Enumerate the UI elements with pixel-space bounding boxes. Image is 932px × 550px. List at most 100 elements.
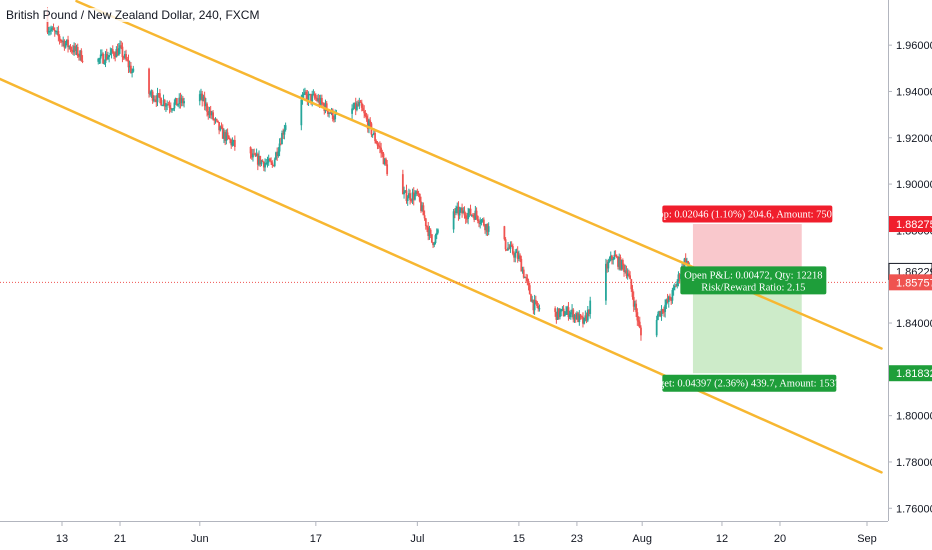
time-tick-label: 23	[571, 533, 583, 545]
candle-body	[555, 311, 558, 320]
price-badge-value: 1.88275	[896, 219, 932, 231]
candle-body	[47, 31, 50, 33]
candle-body	[223, 131, 225, 139]
candle-body	[484, 225, 486, 231]
stop-zone[interactable]	[692, 224, 802, 272]
candle-body	[505, 249, 508, 251]
candle-body	[655, 320, 658, 336]
candle-body	[208, 110, 211, 116]
candle-body	[333, 119, 335, 121]
candle-body	[661, 309, 664, 312]
candle-body	[65, 39, 68, 44]
candle-body	[676, 281, 679, 287]
candle-body	[479, 222, 482, 224]
candle-body	[111, 49, 114, 53]
candle-body	[531, 299, 534, 302]
candle-body	[221, 127, 224, 139]
candle-body	[409, 193, 412, 201]
candle-body	[281, 133, 283, 145]
time-axis[interactable]: 13 21 Jun 17 Jul 15 23 Aug 12 20 Sep	[56, 521, 877, 545]
candle-body	[69, 46, 72, 50]
candle-body	[481, 219, 484, 221]
stop-label-box	[662, 205, 833, 223]
candle-body	[666, 299, 669, 303]
candle-body	[410, 200, 413, 202]
candle-body	[608, 259, 611, 262]
candle-body	[432, 242, 434, 246]
candle-body	[618, 257, 621, 267]
position-zones[interactable]	[692, 224, 802, 374]
candle-body	[412, 192, 415, 200]
candle-body	[50, 29, 53, 31]
candle-body	[455, 208, 457, 214]
candle-body	[62, 40, 65, 42]
candle-body	[207, 111, 210, 116]
candle-body	[268, 158, 271, 162]
candle-body	[283, 129, 286, 135]
candle-body	[327, 110, 329, 114]
candle-body	[475, 210, 478, 217]
candle-body	[154, 99, 156, 101]
candle-body	[109, 52, 112, 56]
candle-body	[572, 309, 575, 320]
candle-body	[528, 285, 531, 295]
candle-body	[172, 108, 175, 110]
candle-body	[670, 300, 673, 302]
candle-body	[334, 113, 337, 120]
candle-body	[51, 27, 54, 30]
candle-body	[435, 232, 438, 236]
channel-line-lower[interactable]	[0, 77, 883, 474]
candle-body	[453, 211, 456, 214]
price-tick-label: 1.76000	[896, 503, 932, 515]
candle-body	[313, 93, 316, 98]
candle-body	[67, 39, 69, 48]
candle-body	[456, 206, 459, 209]
candle-body	[526, 278, 529, 282]
candle-body	[152, 99, 155, 101]
candle-body	[416, 191, 419, 194]
candle-body	[463, 210, 466, 216]
candle-body	[485, 223, 488, 231]
candle-body	[165, 105, 167, 107]
candle-body	[656, 314, 659, 321]
candle-body	[98, 58, 101, 60]
candle-body	[625, 270, 628, 277]
candle-body	[264, 163, 266, 168]
candle-body	[513, 253, 515, 258]
candle-body	[161, 105, 164, 107]
candle-body	[266, 162, 269, 164]
candle-body	[380, 147, 382, 153]
candle-body	[364, 113, 367, 117]
candle-body	[556, 308, 559, 320]
candle-body	[149, 93, 152, 95]
candle-body	[375, 141, 378, 144]
candle-body	[371, 134, 374, 136]
price-badge-value: 1.85757	[896, 277, 932, 289]
candle-body	[260, 160, 263, 165]
time-tick-label: 15	[513, 533, 525, 545]
candle-body	[359, 101, 362, 103]
candle-body	[129, 65, 132, 73]
candle-body	[660, 309, 663, 317]
candle-body	[472, 214, 474, 216]
candle-body	[677, 274, 680, 282]
candle-body	[215, 119, 218, 121]
candle-body	[466, 218, 468, 220]
candle-body	[565, 311, 567, 315]
candle-body	[362, 107, 364, 111]
candle-body	[166, 104, 169, 106]
candle-body	[521, 269, 524, 272]
candle-body	[458, 210, 461, 216]
price-badge-box	[889, 365, 932, 382]
candle-body	[218, 122, 221, 131]
candle-body	[423, 215, 426, 219]
candle-body	[578, 314, 581, 322]
candle-body	[304, 91, 306, 94]
candle-body	[265, 163, 268, 165]
candle-body	[613, 254, 616, 260]
candle-body	[624, 270, 627, 272]
candle-body	[256, 154, 259, 165]
candle-body	[669, 296, 671, 301]
candle-body	[519, 255, 522, 259]
